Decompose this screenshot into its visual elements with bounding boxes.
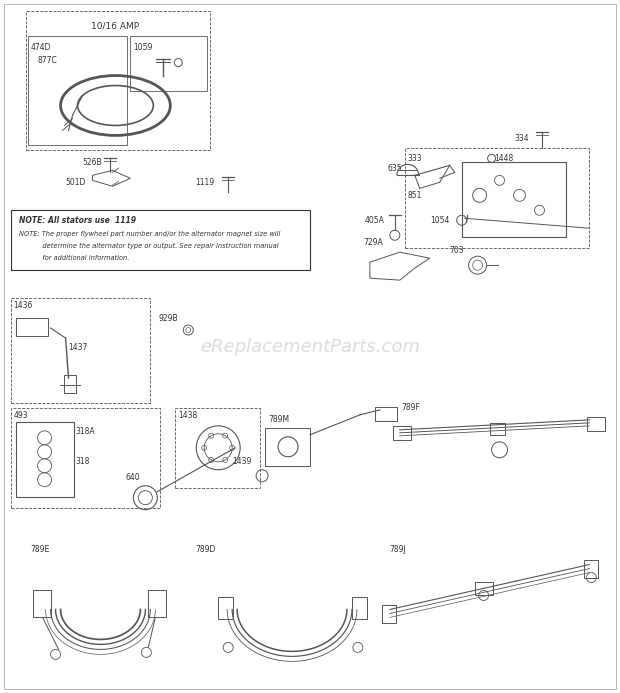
Text: NOTE: The proper flywheel part number and/or the alternator magnet size will: NOTE: The proper flywheel part number an… (19, 231, 280, 237)
Text: 703: 703 (450, 246, 464, 255)
Bar (393, 426, 411, 440)
Bar (490, 423, 505, 435)
Bar (475, 581, 493, 595)
Text: 1439: 1439 (232, 457, 252, 466)
Bar (462, 162, 567, 237)
Bar (16, 318, 48, 336)
Bar (64, 375, 76, 393)
Bar (382, 606, 396, 624)
Text: 640: 640 (125, 473, 140, 482)
Bar (218, 597, 233, 620)
Bar (130, 35, 207, 91)
Text: 1438: 1438 (179, 412, 198, 421)
Bar (265, 428, 310, 466)
Text: 789M: 789M (268, 415, 289, 424)
Text: 405A: 405A (365, 216, 385, 225)
Text: NOTE: All stators use  1119: NOTE: All stators use 1119 (19, 216, 136, 225)
Text: 318: 318 (76, 457, 90, 466)
Text: 1437: 1437 (69, 344, 88, 353)
Bar (16, 422, 74, 497)
Text: 789D: 789D (195, 545, 216, 554)
Text: 789E: 789E (30, 545, 50, 554)
Text: 789F: 789F (402, 403, 420, 412)
Text: 929B: 929B (158, 313, 178, 322)
Text: 493: 493 (14, 412, 29, 421)
Text: 526B: 526B (82, 158, 102, 167)
Bar (352, 597, 367, 620)
Bar (375, 407, 397, 421)
Text: eReplacementParts.com: eReplacementParts.com (200, 337, 420, 356)
Text: 789J: 789J (390, 545, 407, 554)
Bar (28, 35, 127, 146)
Bar (148, 590, 166, 617)
Text: 1054: 1054 (430, 216, 449, 225)
Text: for additional information.: for additional information. (19, 255, 129, 261)
Text: 501D: 501D (66, 178, 86, 187)
Text: 318A: 318A (76, 428, 95, 437)
Text: 1448: 1448 (495, 154, 514, 163)
Bar (585, 559, 598, 577)
Bar (587, 417, 605, 431)
Bar (11, 210, 310, 270)
Text: determine the alternator type or output. See repair instruction manual: determine the alternator type or output.… (19, 243, 278, 249)
Text: 729A: 729A (363, 238, 383, 247)
Bar (405, 148, 590, 248)
Text: 1436: 1436 (14, 301, 33, 310)
Text: 635: 635 (388, 164, 402, 173)
Text: 474D: 474D (30, 43, 51, 52)
Text: 333: 333 (408, 154, 422, 163)
Text: 334: 334 (515, 134, 529, 143)
Text: 1059: 1059 (133, 43, 153, 52)
Text: 877C: 877C (38, 56, 58, 65)
Text: 10/16 AMP: 10/16 AMP (91, 21, 140, 30)
Text: 1119: 1119 (195, 178, 215, 187)
Bar (33, 590, 51, 617)
Text: 851: 851 (408, 191, 422, 200)
